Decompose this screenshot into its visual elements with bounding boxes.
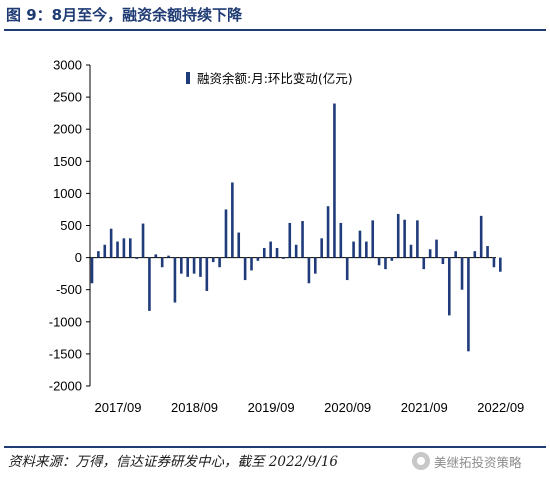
y-tick-label: -500 [56, 282, 82, 297]
y-tick-label: -2000 [49, 379, 82, 394]
data-bar [339, 222, 343, 258]
data-bar [460, 257, 464, 290]
data-bar [365, 241, 368, 258]
data-bar [90, 257, 94, 284]
data-bar [135, 257, 138, 259]
y-tick-label: 2000 [53, 122, 82, 137]
data-bar [333, 103, 336, 258]
data-bar [97, 251, 100, 258]
data-bar [282, 257, 285, 259]
legend-label: 融资余额:月:环比变动(亿元) [197, 71, 353, 86]
y-tick-label: 3000 [53, 58, 82, 73]
data-bar [122, 238, 126, 258]
data-bar [199, 257, 202, 277]
data-bar [435, 239, 438, 258]
data-bar [275, 247, 279, 258]
y-tick-label: 500 [60, 218, 82, 233]
data-bar [307, 257, 311, 284]
data-bar [250, 257, 253, 271]
data-bar [352, 241, 355, 258]
data-bar [441, 257, 445, 265]
data-bar [141, 223, 145, 258]
data-bar [288, 222, 292, 258]
bar-chart: 3000 2500 2000 1500 1000 500 0 -500 -1000 -1500 -2… [49, 58, 525, 416]
data-bar [326, 206, 330, 258]
data-bar [116, 241, 119, 258]
data-bar [492, 257, 496, 268]
x-tick-label: 2021/09 [401, 400, 448, 415]
data-bar [109, 228, 113, 258]
source-rule [4, 446, 546, 448]
wechat-logo-icon [412, 452, 430, 470]
x-tick-label: 2017/09 [95, 400, 142, 415]
data-bar [224, 209, 228, 258]
y-tick-label: 1500 [53, 154, 82, 169]
source-note: 资料来源：万得，信达证券研发中心，截至 2022/9/16 [8, 454, 339, 470]
figure-title: 图 9：8月至今，融资余额持续下降 [6, 6, 243, 24]
data-bar [447, 257, 451, 316]
data-bar [192, 257, 196, 274]
data-bar [314, 257, 317, 274]
data-bar [211, 257, 215, 263]
data-bar [384, 257, 387, 270]
data-bar [371, 220, 375, 258]
data-bar [148, 257, 151, 311]
data-bar [269, 241, 272, 258]
data-bar [479, 215, 483, 258]
y-tick-label: 2500 [53, 90, 82, 105]
data-bar [358, 230, 362, 258]
data-bar [320, 238, 323, 258]
y-tick-label: 1000 [53, 186, 82, 201]
y-tick-label: -1000 [49, 314, 82, 329]
data-bar [396, 213, 400, 258]
data-bar [422, 257, 426, 270]
data-bar [428, 249, 432, 258]
y-tick-label: 0 [75, 250, 82, 265]
data-bar [409, 244, 413, 258]
data-bar [301, 221, 304, 258]
data-bar [473, 251, 477, 258]
data-bar [499, 257, 502, 272]
x-tick-label: 2020/09 [324, 400, 371, 415]
data-bar [416, 220, 419, 258]
data-bar [467, 257, 470, 352]
data-bar [218, 257, 221, 268]
x-tick-label: 2019/09 [248, 400, 295, 415]
watermark: 美继拓投资策略 [412, 449, 522, 473]
data-bar [243, 257, 247, 281]
data-bar [262, 247, 266, 258]
data-bar [173, 257, 177, 303]
watermark-text: 美继拓投资策略 [434, 454, 522, 470]
data-bar [256, 257, 260, 261]
data-bar [103, 244, 107, 258]
x-tick-label: 2022/09 [477, 400, 524, 415]
data-bar [294, 244, 298, 258]
data-bar [403, 219, 406, 258]
y-tick-label: -1500 [49, 346, 82, 361]
data-bar [154, 254, 158, 258]
data-bar [205, 257, 209, 291]
data-bar [231, 182, 234, 258]
data-bar [186, 257, 189, 277]
data-bar [486, 246, 489, 258]
legend-swatch [186, 72, 190, 84]
data-bar [345, 257, 349, 281]
x-tick-label: 2018/09 [171, 400, 218, 415]
data-bar [377, 257, 381, 266]
title-rule [4, 29, 546, 31]
data-bar [180, 257, 183, 274]
data-bar [237, 232, 241, 258]
data-bar [128, 238, 132, 258]
data-bar [160, 257, 164, 268]
data-bar [454, 251, 457, 258]
data-bar [167, 255, 170, 258]
data-bar [390, 257, 394, 261]
